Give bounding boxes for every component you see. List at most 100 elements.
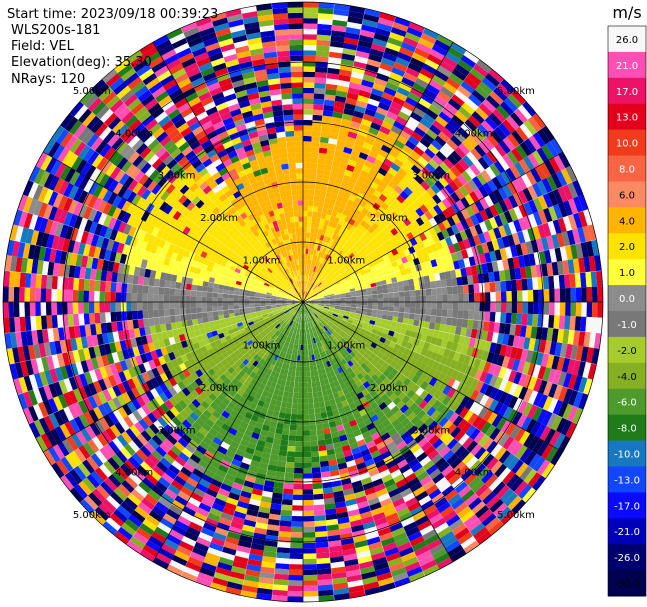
- velocity-gate-4188: [132, 468, 146, 482]
- velocity-gate-154: [326, 72, 339, 80]
- velocity-gate-1401: [308, 299, 314, 301]
- velocity-gate-4965: [99, 312, 106, 324]
- velocity-gate-4103: [245, 361, 253, 369]
- velocity-gate-1129: [344, 275, 351, 281]
- velocity-gate-2401: [507, 456, 520, 471]
- velocity-gate-2641: [331, 339, 337, 346]
- velocity-gate-900: [318, 284, 324, 289]
- velocity-gate-4812: [25, 359, 34, 376]
- velocity-gate-975: [398, 221, 407, 230]
- velocity-gate-2244: [321, 312, 327, 317]
- velocity-gate-2534: [353, 355, 360, 362]
- velocity-gate-3331: [303, 446, 311, 452]
- velocity-gate-1156: [470, 202, 480, 215]
- velocity-gate-381: [377, 67, 392, 77]
- velocity-gate-1241: [347, 280, 353, 285]
- velocity-gate-4905: [121, 320, 129, 331]
- velocity-gate-3656: [274, 383, 281, 390]
- velocity-gate-1759: [425, 308, 432, 316]
- velocity-gate-924: [414, 198, 424, 208]
- velocity-gate-3852: [193, 512, 208, 523]
- velocity-gate-887: [481, 120, 495, 134]
- velocity-gate-3872: [278, 339, 284, 345]
- velocity-gate-2686: [473, 526, 489, 541]
- velocity-gate-904: [334, 269, 341, 275]
- velocity-gate-155: [327, 67, 340, 75]
- velocity-gate-3061: [354, 490, 366, 499]
- velocity-gate-2934: [345, 409, 354, 417]
- velocity-gate-2212: [432, 370, 442, 380]
- velocity-gate-2400: [502, 453, 516, 468]
- velocity-gate-4454: [159, 382, 169, 393]
- velocity-gate-1333: [528, 213, 538, 228]
- velocity-gate-4831: [218, 314, 225, 320]
- velocity-gate-1144: [414, 235, 423, 244]
- velocity-gate-3895: [217, 445, 228, 455]
- velocity-gate-3796: [204, 517, 219, 528]
- velocity-gate-368: [356, 133, 367, 142]
- velocity-gate-2222: [479, 394, 490, 407]
- velocity-gate-1582: [377, 293, 384, 299]
- velocity-gate-660: [431, 99, 445, 112]
- velocity-gate-22: [303, 178, 310, 185]
- velocity-gate-2021: [328, 310, 334, 314]
- velocity-gate-3354: [303, 569, 318, 576]
- velocity-gate-2552: [417, 423, 428, 434]
- velocity-gate-3310: [303, 334, 305, 340]
- velocity-gate-1873: [434, 323, 441, 331]
- velocity-gate-1076: [356, 264, 364, 270]
- velocity-gate-2851: [427, 538, 443, 551]
- velocity-gate-737: [333, 260, 339, 267]
- velocity-gate-3718: [258, 412, 267, 420]
- velocity-gate-4810: [35, 357, 45, 373]
- velocity-gate-4701: [27, 389, 38, 406]
- velocity-gate-3132: [360, 571, 377, 580]
- velocity-gate-4487: [264, 319, 271, 324]
- velocity-gate-1246: [371, 269, 378, 276]
- velocity-gate-870: [416, 184, 427, 195]
- velocity-gate-824: [446, 138, 459, 151]
- velocity-gate-4068: [178, 451, 190, 463]
- velocity-gate-3809: [298, 306, 301, 312]
- velocity-gate-2695: [323, 332, 329, 338]
- velocity-gate-192: [323, 169, 331, 177]
- velocity-gate-4119: [188, 425, 199, 436]
- velocity-gate-1291: [318, 294, 324, 297]
- velocity-gate-3342: [303, 505, 314, 511]
- velocity-gate-1755: [404, 307, 410, 314]
- velocity-gate-1308: [403, 261, 410, 269]
- velocity-gate-2409: [307, 305, 312, 310]
- velocity-gate-2543: [385, 389, 394, 398]
- velocity-gate-2440: [430, 409, 441, 421]
- velocity-gate-3120: [347, 509, 360, 517]
- velocity-gate-3377: [298, 392, 303, 399]
- velocity-gate-1703: [426, 302, 432, 309]
- velocity-gate-2941: [358, 443, 369, 452]
- velocity-gate-3891: [228, 427, 238, 436]
- velocity-gate-3183: [342, 548, 357, 556]
- velocity-gate-3892: [225, 431, 235, 441]
- velocity-gate-1130: [349, 272, 356, 278]
- velocity-gate-4133: [138, 481, 152, 494]
- velocity-gate-460: [329, 238, 335, 245]
- velocity-gate-4020: [161, 492, 175, 505]
- velocity-gate-3270: [309, 419, 316, 425]
- velocity-gate-1862: [376, 313, 383, 319]
- velocity-gate-4790: [140, 335, 148, 345]
- velocity-gate-451: [309, 282, 313, 288]
- velocity-gate-1880: [470, 328, 478, 339]
- velocity-gate-3249: [303, 307, 305, 313]
- velocity-gate-2060: [523, 374, 533, 389]
- velocity-gate-2645: [343, 356, 351, 363]
- velocity-gate-2975: [314, 337, 319, 343]
- velocity-gate-993: [473, 160, 485, 173]
- velocity-gate-53: [303, 12, 319, 19]
- velocity-gate-1503: [549, 248, 557, 263]
- velocity-gate-2099: [435, 353, 443, 363]
- velocity-gate-2181: [556, 417, 568, 434]
- velocity-gate-4705: [292, 303, 298, 306]
- velocity-gate-380: [375, 72, 390, 82]
- velocity-gate-960: [336, 271, 342, 277]
- velocity-gate-1430: [458, 259, 466, 269]
- velocity-gate-841: [306, 294, 311, 299]
